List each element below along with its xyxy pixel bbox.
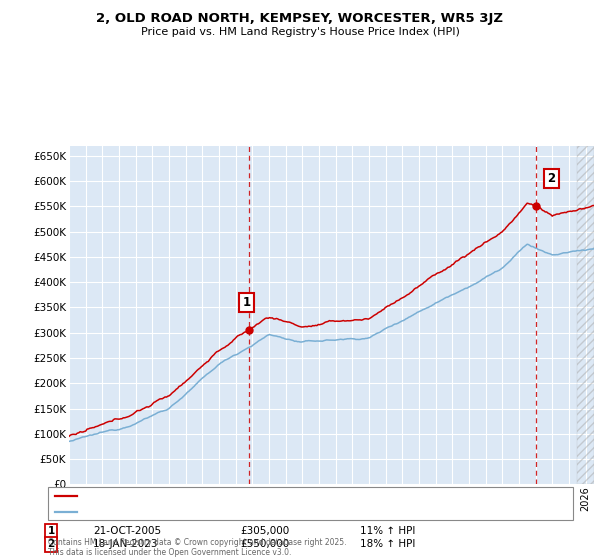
Text: 2: 2 [47, 539, 55, 549]
Text: 11% ↑ HPI: 11% ↑ HPI [360, 526, 415, 536]
Text: £305,000: £305,000 [240, 526, 289, 536]
Text: 21-OCT-2005: 21-OCT-2005 [93, 526, 161, 536]
Text: 1: 1 [242, 296, 251, 309]
Text: Price paid vs. HM Land Registry's House Price Index (HPI): Price paid vs. HM Land Registry's House … [140, 27, 460, 38]
Text: HPI: Average price, detached house, Malvern Hills: HPI: Average price, detached house, Malv… [82, 507, 325, 516]
Text: Contains HM Land Registry data © Crown copyright and database right 2025.
This d: Contains HM Land Registry data © Crown c… [48, 538, 347, 557]
Text: 18-JAN-2023: 18-JAN-2023 [93, 539, 158, 549]
Text: £550,000: £550,000 [240, 539, 289, 549]
Text: 18% ↑ HPI: 18% ↑ HPI [360, 539, 415, 549]
Text: 2: 2 [547, 172, 556, 185]
Text: 2, OLD ROAD NORTH, KEMPSEY, WORCESTER, WR5 3JZ (detached house): 2, OLD ROAD NORTH, KEMPSEY, WORCESTER, W… [82, 491, 440, 501]
Text: 1: 1 [47, 526, 55, 536]
Text: 2, OLD ROAD NORTH, KEMPSEY, WORCESTER, WR5 3JZ: 2, OLD ROAD NORTH, KEMPSEY, WORCESTER, W… [97, 12, 503, 25]
